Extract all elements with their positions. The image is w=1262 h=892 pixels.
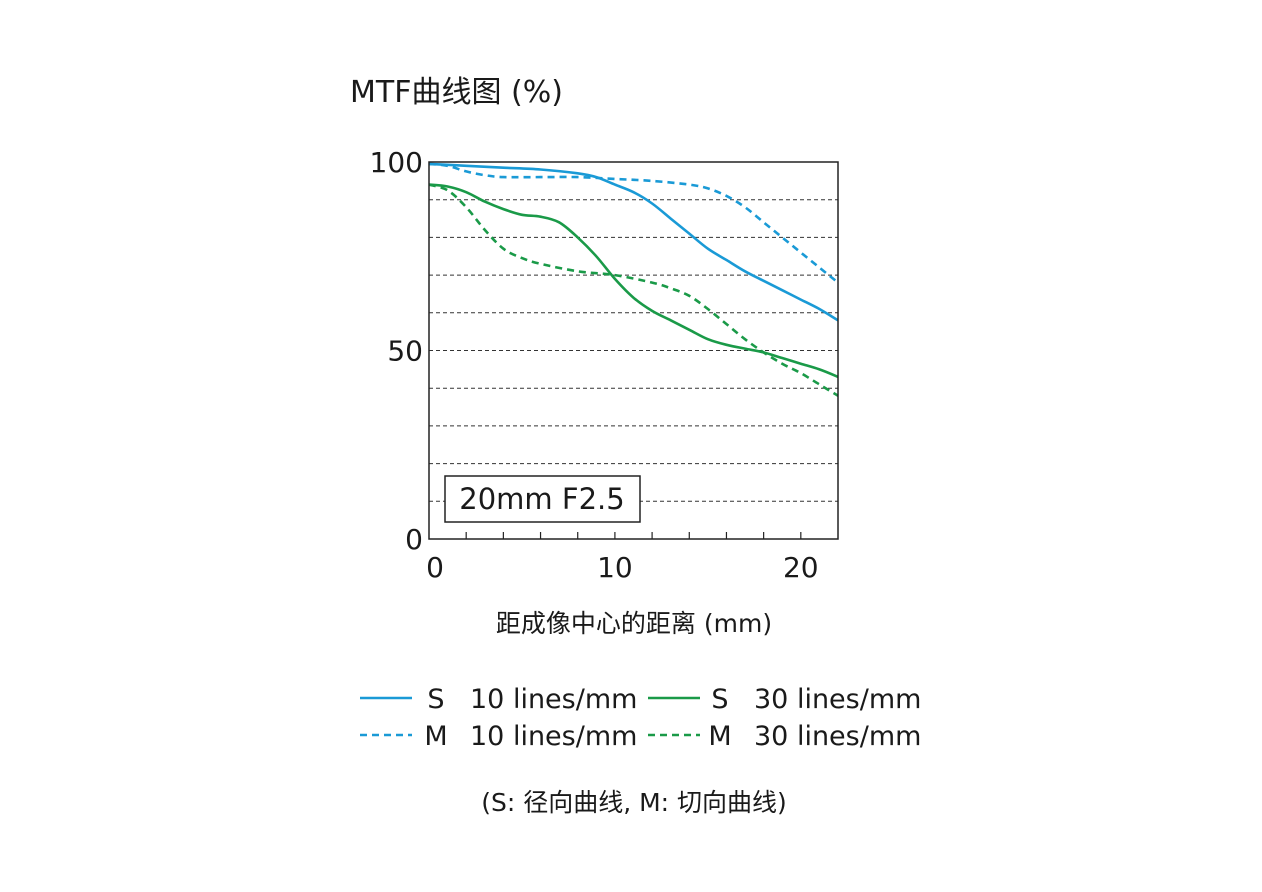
x-tick-marks (465, 532, 802, 539)
legend-frequency-label: 30 lines/mm (754, 721, 921, 752)
legend-frequency-label: 10 lines/mm (470, 684, 637, 715)
annotation-label: 20mm F2.5 (459, 482, 624, 516)
y-tick-labels: 0 50 100 (370, 146, 423, 556)
plot-frame (428, 161, 839, 540)
series-line-4 (428, 183, 839, 397)
legend-type-label: M (424, 721, 447, 752)
series-line-2 (428, 162, 839, 284)
legend-type-label: S (427, 684, 444, 715)
gridlines (429, 199, 838, 502)
legend-frequency-label: 30 lines/mm (754, 684, 921, 715)
annotation-box: 20mm F2.5 (444, 475, 641, 523)
legend-type-label: M (708, 721, 731, 752)
series-line-1 (428, 162, 839, 322)
footnote: (S: 径向曲线, M: 切向曲线) (481, 788, 787, 817)
y-tick-label: 100 (370, 146, 423, 179)
legend-item-3: S 30 lines/mm (648, 684, 921, 715)
x-tick-label: 0 (426, 551, 444, 584)
legend-type-label: S (711, 684, 728, 715)
legend-frequency-label: 10 lines/mm (470, 721, 637, 752)
x-tick-label: 10 (597, 551, 633, 584)
x-axis-label: 距成像中心的距离 (mm) (496, 609, 772, 638)
x-tick-label: 20 (783, 551, 819, 584)
series-lines (428, 162, 839, 397)
series-line-3 (428, 183, 839, 379)
chart-title: MTF曲线图 (%) (350, 75, 563, 110)
legend-item-1: S 10 lines/mm (360, 684, 637, 715)
x-tick-labels: 0 10 20 (426, 551, 819, 584)
legend-item-4: M 30 lines/mm (648, 721, 921, 752)
legend-item-2: M 10 lines/mm (360, 721, 637, 752)
legend: S 10 lines/mm S 30 lines/mm M 10 lines/mm M 30 … (360, 684, 921, 752)
y-tick-label: 0 (405, 523, 423, 556)
y-tick-label: 50 (387, 335, 423, 368)
